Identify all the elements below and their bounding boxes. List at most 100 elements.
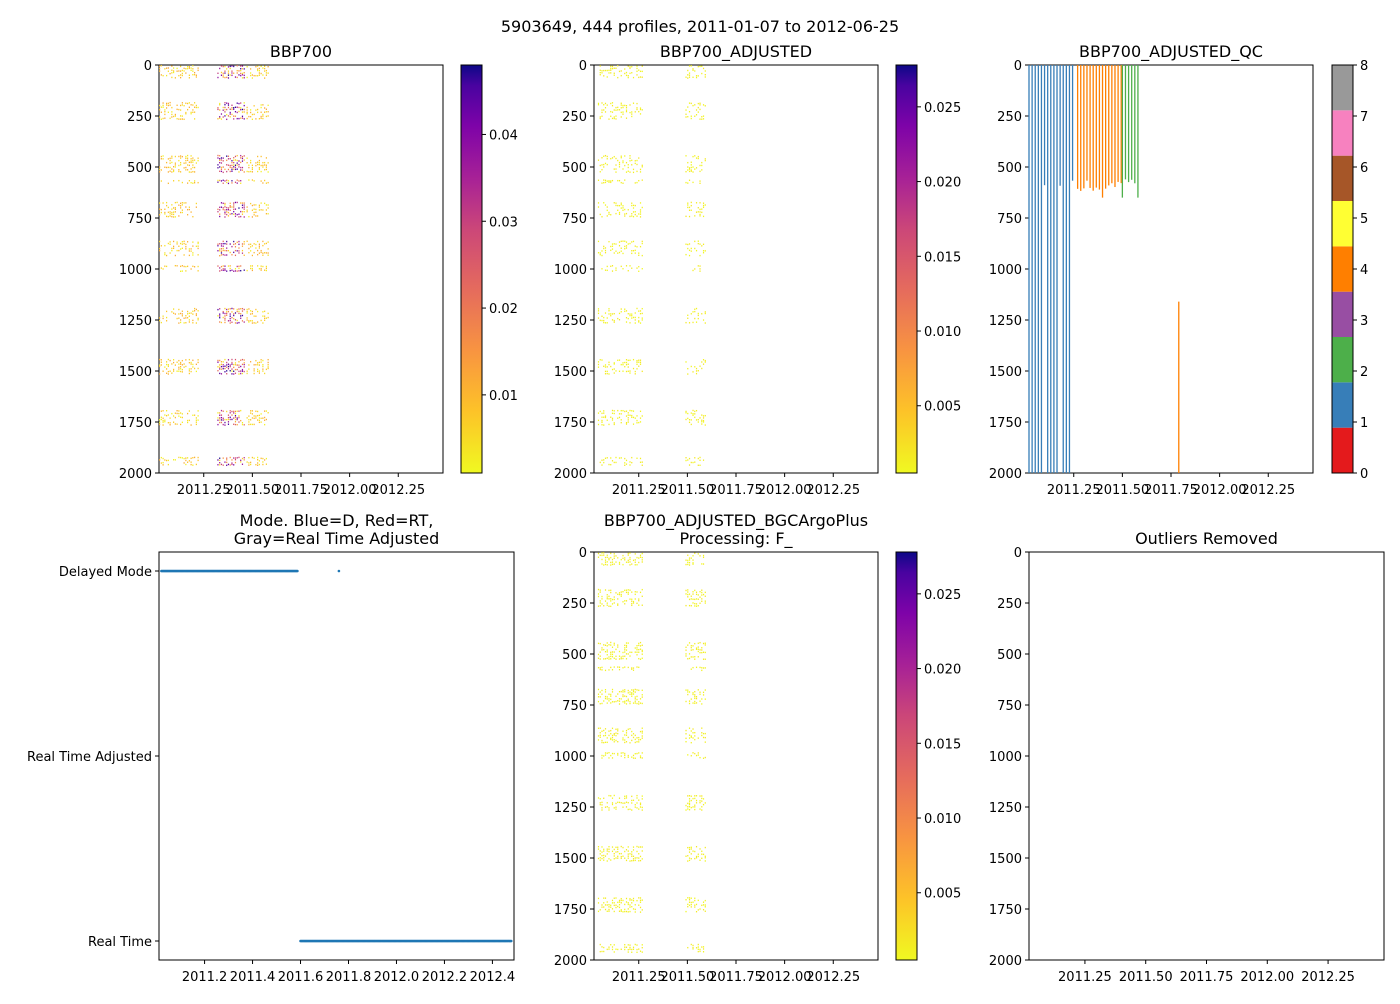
bbp700_adjusted-data-point <box>631 159 633 162</box>
bbp700_adjusted-data-point <box>685 155 687 157</box>
bgc_plus-data-point <box>687 596 689 598</box>
bbp700-data-point <box>240 161 242 164</box>
bbp700-data-point <box>262 164 264 167</box>
bbp700-data-point <box>227 308 230 310</box>
bgc_plus-data-point <box>618 901 621 903</box>
bbp700-data-point <box>197 459 199 462</box>
bgc_plus-data-point <box>629 808 631 810</box>
bgc_plus-data-point <box>601 950 603 953</box>
bgc_plus-data-point <box>599 658 601 660</box>
bbp700-data-point <box>243 211 245 213</box>
bbp700-data-point <box>265 157 267 159</box>
bbp700_adjusted-data-point <box>624 462 626 464</box>
bbp700_adjusted-data-point <box>699 265 701 267</box>
bgc_plus-data-point <box>615 734 617 737</box>
bbp700-data-point <box>251 320 253 322</box>
bbp700_adjusted-data-point <box>695 419 698 421</box>
bbp700_adjusted-data-point <box>617 209 619 211</box>
bbp700-data-point <box>260 265 262 267</box>
bgc_plus-data-point <box>597 910 600 913</box>
bbp700_adjusted-data-point <box>690 250 692 252</box>
bbp700_adjusted-data-point <box>629 66 631 68</box>
bbp700_adjusted-data-point <box>699 270 701 272</box>
bgc_plus-data-point <box>608 845 610 848</box>
bbp700-data-point <box>238 180 240 182</box>
bgc_plus-data-point <box>597 845 600 848</box>
bgc_plus-data-point <box>641 730 643 733</box>
bgc_plus-data-point <box>611 846 614 848</box>
bbp700-data-point <box>167 111 169 113</box>
bbp700-data-point <box>180 211 182 214</box>
bbp700-data-point <box>187 157 189 159</box>
bbp700-data-point <box>241 65 244 67</box>
bbp700-data-point <box>231 104 233 106</box>
bgc_plus-data-point <box>634 651 636 653</box>
bbp700-data-point <box>192 363 194 366</box>
bbp700-data-point <box>187 67 189 70</box>
bbp700-data-point <box>260 413 262 415</box>
bbp700-data-point <box>190 211 192 213</box>
bbp700-axes-frame <box>158 64 444 474</box>
bbp700-data-point <box>255 65 257 68</box>
bgc_plus-data-point <box>636 702 638 705</box>
bbp700-colorbar <box>460 64 483 474</box>
bbp700_adjusted-xtick-label: 2012.00 <box>758 483 812 498</box>
bgc_plus-data-point <box>613 852 615 855</box>
bbp700-data-point <box>173 170 175 173</box>
bgc_plus-data-point <box>599 667 601 669</box>
bbp700_adjusted-data-point <box>606 104 608 106</box>
bbp700_adjusted-data-point <box>638 320 640 322</box>
bgc_plus-data-point <box>697 737 699 739</box>
bbp700-data-point <box>174 206 176 209</box>
bbp700_adjusted-data-point <box>606 269 608 272</box>
bbp700-data-point <box>180 171 182 173</box>
bgc_plus-data-point <box>622 911 624 913</box>
bbp700-data-point <box>238 370 240 373</box>
bbp700-data-point <box>164 208 166 211</box>
bbp700_adjusted_qc-colorbar-label: 0 <box>1360 467 1368 482</box>
bbp700_adjusted-data-point <box>690 169 692 171</box>
bbp700_adjusted-ytick-label: 1000 <box>554 263 587 278</box>
bbp700-data-point <box>166 363 168 366</box>
bbp700-data-point <box>226 270 228 272</box>
bgc_plus-ytick-label: 500 <box>562 648 587 663</box>
bbp700-data-point <box>164 414 166 416</box>
bbp700_adjusted-data-point <box>688 74 691 76</box>
bbp700-data-point <box>240 459 242 462</box>
bgc_plus-data-point <box>692 797 694 800</box>
bbp700-data-point <box>195 104 197 107</box>
bbp700_adjusted-data-point <box>617 204 619 207</box>
bgc_plus-data-point <box>597 552 600 555</box>
bgc_plus-data-point <box>608 730 610 732</box>
bbp700-data-point <box>229 315 231 317</box>
bgc_plus-data-point <box>627 698 629 700</box>
bbp700-data-point <box>178 245 180 247</box>
bbp700-data-point <box>164 68 166 70</box>
bbp700_adjusted-data-point <box>603 181 605 184</box>
bgc_plus-data-point <box>627 756 629 758</box>
bbp700_adjusted-data-point <box>687 182 689 184</box>
bbp700_adjusted-data-point <box>599 65 601 67</box>
bbp700-data-point <box>192 310 194 313</box>
bgc_plus-data-point <box>629 700 631 703</box>
bbp700-data-point <box>253 204 255 206</box>
bbp700-data-point <box>180 412 182 414</box>
bbp700_adjusted-data-point <box>599 164 601 167</box>
bbp700-data-point <box>185 169 187 171</box>
bbp700-data-point <box>255 118 257 120</box>
bbp700-data-point <box>176 241 178 243</box>
bbp700-data-point <box>173 361 175 364</box>
bbp700-data-point <box>234 268 237 270</box>
bbp700-data-point <box>220 113 223 115</box>
bbp700_adjusted-data-point <box>638 213 640 215</box>
bbp700-data-point <box>236 250 238 252</box>
bbp700-data-point <box>234 372 237 374</box>
bgc_plus-data-point <box>704 736 706 739</box>
bgc_plus-data-point <box>692 948 694 950</box>
bbp700-data-point <box>229 418 231 421</box>
bbp700-data-point <box>181 247 183 249</box>
bbp700_adjusted-data-point <box>627 164 629 166</box>
bbp700_adjusted-data-point <box>688 76 691 78</box>
bgc_plus-data-point <box>699 693 701 696</box>
bgc_plus-data-point <box>611 739 614 741</box>
